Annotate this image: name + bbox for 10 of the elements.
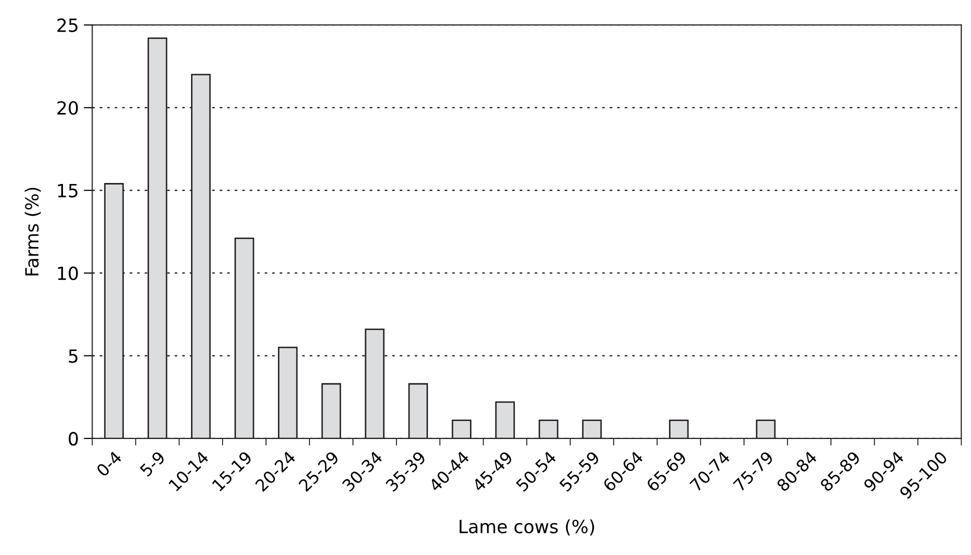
x-tick-label: 5-9 — [139, 450, 166, 478]
y-tick-label: 0 — [68, 432, 78, 446]
y-tick-label: 10 — [58, 266, 78, 280]
x-tick-label: 0-4 — [96, 450, 122, 478]
y-axis-title: Farms (%) — [24, 188, 41, 276]
y-tick-label: 5 — [68, 349, 78, 363]
y-tick-label: 20 — [57, 101, 78, 115]
x-axis-title: Lame cows (%) — [460, 519, 594, 536]
y-tick-label: 25 — [57, 18, 78, 32]
y-tick-label: 15 — [58, 184, 78, 198]
